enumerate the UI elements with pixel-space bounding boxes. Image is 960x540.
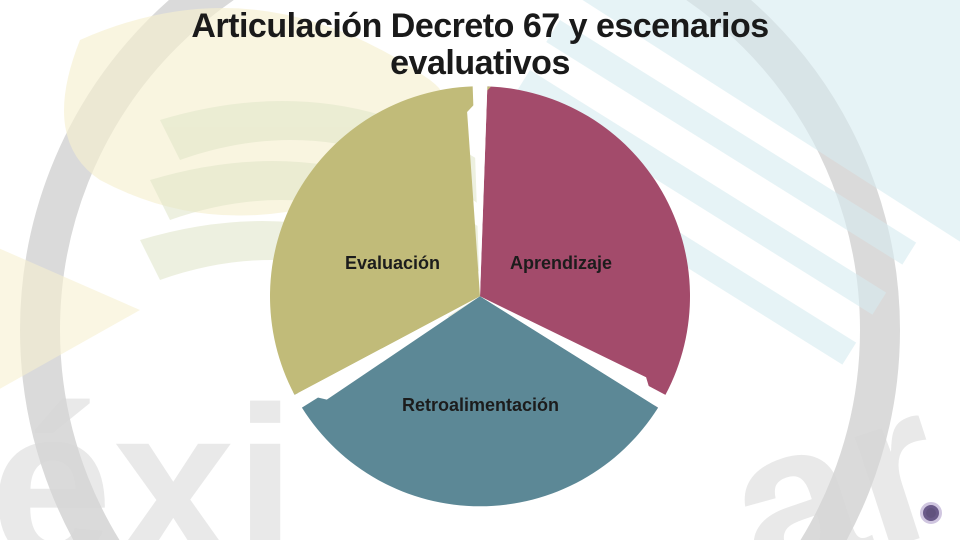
bg-text-left: éxi [0,361,296,540]
page-title: Articulación Decreto 67 y escenarios eva… [0,8,960,83]
cycle-diagram-svg [260,76,700,516]
cycle-diagram [260,76,700,521]
corner-dot-icon [920,502,942,524]
slice-label-aprendizaje: Aprendizaje [510,253,612,274]
slice-label-retroalimentacion: Retroalimentación [402,395,559,416]
title-line-2: evaluativos [390,44,570,82]
slice-label-evaluacion: Evaluación [345,253,440,274]
title-line-1: Articulación Decreto 67 y escenarios [191,7,768,45]
